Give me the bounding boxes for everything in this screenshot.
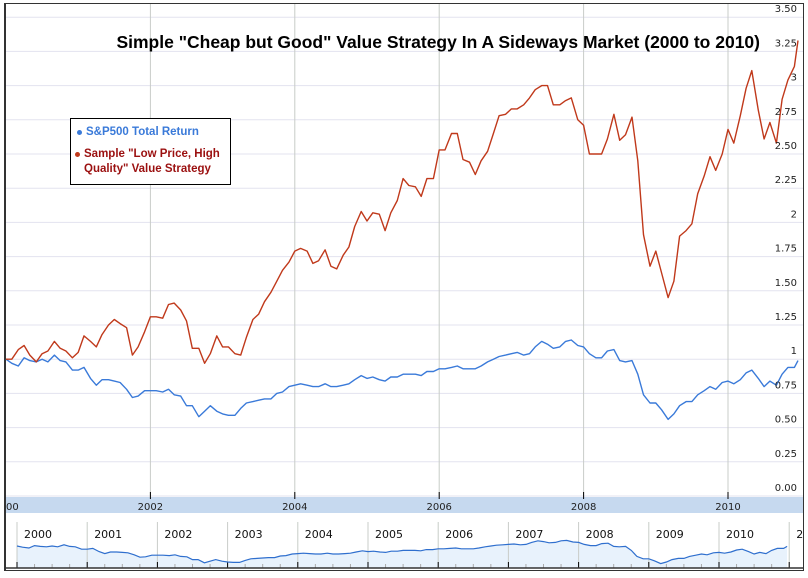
x-tick-label: 2010 — [715, 502, 740, 513]
navigator-year-label: 2004 — [305, 528, 333, 541]
range-navigator[interactable]: 2000 2001 2002 2003 2004 2005 2006 2007 2008 2009… — [5, 522, 803, 569]
navigator-year-label: 2002 — [164, 528, 192, 541]
legend: S&P500 Total Return Sample "Low Price, H… — [70, 118, 231, 185]
legend-label: S&P500 Total Return — [86, 126, 199, 138]
chart-frame — [4, 3, 804, 571]
legend-label: Sample "Low Price, High Quality" Value S… — [84, 148, 220, 175]
y-tick-label: 2.50 — [775, 141, 797, 152]
navigator-year-label: 2001 — [94, 528, 122, 541]
navigator-year-label: 2007 — [515, 528, 543, 541]
navigator-year-label: 2008 — [586, 528, 614, 541]
sp500-line — [5, 339, 799, 421]
x-tick-label: 2008 — [571, 502, 596, 513]
x-tick-label: 2004 — [282, 502, 307, 513]
y-tick-label: 2 — [791, 209, 797, 220]
grid-lines — [6, 16, 803, 497]
y-tick-label: 0.50 — [775, 415, 797, 426]
y-tick-label: 2.75 — [775, 107, 797, 118]
x-axis-band — [6, 497, 803, 513]
y-tick-label: 2.25 — [775, 175, 797, 186]
y-tick-label: 0.75 — [775, 380, 797, 391]
y-tick-label: 1.25 — [775, 312, 797, 323]
value-strategy-line — [6, 40, 799, 364]
navigator-year-label: 2006 — [445, 528, 473, 541]
y-tick-label: 3.25 — [775, 38, 797, 49]
legend-item-value-strategy[interactable]: Sample "Low Price, High Quality" Value S… — [75, 147, 230, 177]
x-tick-label: 00 — [6, 502, 19, 513]
navigator-year-label: 2003 — [235, 528, 263, 541]
y-tick-label: 1.75 — [775, 244, 797, 255]
y-tick-label: 3.50 — [775, 4, 797, 15]
y-tick-label: 0.00 — [775, 483, 797, 494]
y-tick-label: 3 — [791, 73, 797, 84]
series-lines — [5, 40, 799, 421]
legend-dot-icon — [75, 152, 80, 157]
x-tick-label: 2006 — [426, 502, 451, 513]
year-gridlines — [149, 4, 729, 497]
navigator-year-label: 2000 — [24, 528, 52, 541]
y-axis-ticks: 0.00 0.25 0.50 0.75 1 1.25 1.50 1.75 2 2.25 2.50 2.… — [775, 4, 797, 494]
y-tick-label: 1.50 — [775, 278, 797, 289]
navigator-year-label: 2010 — [726, 528, 754, 541]
navigator-year-label: 2 — [796, 528, 803, 541]
legend-item-sp500[interactable]: S&P500 Total Return — [77, 125, 199, 140]
chart-title: Simple "Cheap but Good" Value Strategy I… — [116, 32, 760, 52]
navigator-line — [16, 539, 788, 565]
x-axis-ticks: 00 2002 2004 2006 2008 2010 — [6, 492, 741, 513]
navigator-area — [17, 540, 788, 568]
y-tick-label: 0.25 — [775, 449, 797, 460]
navigator-year-label: 2005 — [375, 528, 403, 541]
navigator-year-label: 2009 — [656, 528, 684, 541]
y-tick-label: 1 — [791, 346, 797, 357]
legend-dot-icon — [77, 130, 82, 135]
x-tick-label: 2002 — [138, 502, 163, 513]
